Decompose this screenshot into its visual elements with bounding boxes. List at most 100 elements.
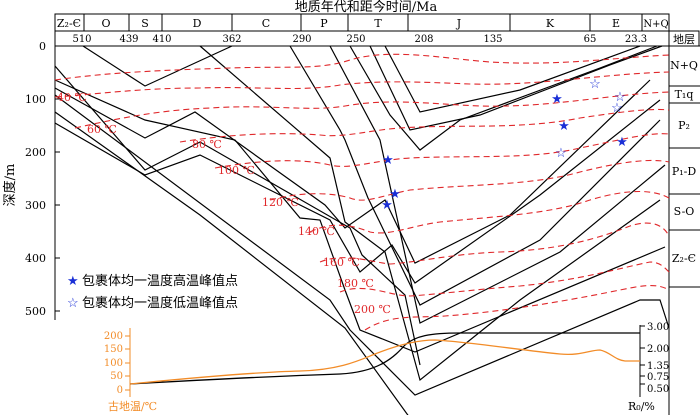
legend-high-label: 包裹体均一温度高温峰值点 xyxy=(82,273,238,289)
age-label: 510 xyxy=(72,34,91,45)
depth-tick: 0 xyxy=(39,40,46,53)
isotherm-label: 200 ℃ xyxy=(354,303,391,316)
isotherm-line xyxy=(364,284,670,331)
thermal-maturity-panel: 200 150 100 50 0 3.00 2.00 1.35 0.75 0.5… xyxy=(104,322,669,413)
isotherm-label: 140 ℃ xyxy=(298,225,335,238)
burial-curve xyxy=(54,65,421,366)
burial-curve xyxy=(54,99,661,284)
age-label: 135 xyxy=(483,34,502,45)
age-label: 362 xyxy=(222,34,241,45)
legend: ★ 包裹体均一温度高温峰值点 ☆ 包裹体均一温度低温峰值点 xyxy=(67,273,238,311)
temp-tick: 0 xyxy=(117,385,123,396)
isotherm-label: 60 ℃ xyxy=(87,123,117,136)
isotherm-line xyxy=(54,53,670,81)
age-label: 65 xyxy=(584,34,597,45)
high-temp-star: ★ xyxy=(551,92,563,107)
depth-tick: 100 xyxy=(25,93,46,106)
high-temp-star: ★ xyxy=(381,198,393,213)
period-label: E xyxy=(612,17,620,30)
period-label: P xyxy=(320,17,328,30)
period-label: C xyxy=(262,17,270,30)
burial-curve xyxy=(54,79,666,353)
y-axis-label: 深度/m xyxy=(2,164,18,207)
isotherm-label: 40 ℃ xyxy=(57,91,87,104)
strata-label: P₂ xyxy=(678,119,690,132)
age-label: 439 xyxy=(119,34,138,45)
isotherms xyxy=(54,53,670,331)
period-label: Z₂-Є xyxy=(57,17,81,30)
burial-curve xyxy=(54,94,670,396)
isotherm-labels: 40 ℃ 60 ℃ 80 ℃ 100 ℃ 120 ℃ 140 ℃ 160 ℃ 1… xyxy=(57,91,391,316)
isotherm-line xyxy=(214,133,670,169)
depth-tick: 400 xyxy=(25,252,46,265)
temp-tick: 100 xyxy=(104,358,123,369)
high-temp-star: ★ xyxy=(389,187,401,202)
age-label: 410 xyxy=(152,34,171,45)
temp-tick: 50 xyxy=(110,371,123,382)
age-label: 250 xyxy=(346,34,365,45)
temp-tick: 200 xyxy=(104,331,123,342)
isotherm-line xyxy=(319,222,670,265)
age-label: 290 xyxy=(292,34,311,45)
legend-high-icon: ★ xyxy=(67,274,79,289)
strata-label: Z₂-Є xyxy=(672,252,696,265)
isotherm-label: 180 ℃ xyxy=(337,277,374,290)
period-label: K xyxy=(546,17,555,30)
low-temp-star: ☆ xyxy=(611,101,623,116)
low-temp-star: ☆ xyxy=(589,77,601,92)
period-label: T xyxy=(374,17,382,30)
high-temp-star: ★ xyxy=(616,135,628,150)
ro-tick: 0.50 xyxy=(647,384,669,395)
timescale-header: 地质年代和距今时间/Ma Z₂-Є O S D C P T J K E N+Q … xyxy=(54,0,670,47)
inclusion-markers: ★ ★ ★ ★ ★ ★ ☆ ☆ ☆ ☆ xyxy=(381,77,628,213)
figure-title: 地质年代和距今时间/Ma xyxy=(295,0,438,15)
isotherm-line xyxy=(54,71,670,98)
isotherm-label: 100 ℃ xyxy=(218,164,255,177)
low-temp-star: ☆ xyxy=(614,90,626,105)
isotherm-line xyxy=(74,91,670,129)
period-label: S xyxy=(141,17,149,30)
strata-label: S-O xyxy=(674,205,695,218)
depth-tick: 200 xyxy=(25,146,46,159)
ro-curve xyxy=(129,332,640,385)
burial-curve xyxy=(54,111,409,415)
burial-curve xyxy=(82,45,233,87)
period-label: N+Q xyxy=(643,19,668,30)
high-temp-star: ★ xyxy=(558,119,570,134)
ro-tick: 3.00 xyxy=(647,322,669,333)
isotherm-label: 80 ℃ xyxy=(192,138,222,151)
strata-label: N+Q xyxy=(670,59,698,72)
strata-header: 地层 xyxy=(673,33,695,46)
low-temp-star: ☆ xyxy=(555,146,567,161)
legend-low-icon: ☆ xyxy=(67,296,79,311)
burial-curve xyxy=(329,45,666,324)
high-temp-star: ★ xyxy=(382,153,394,168)
period-label: O xyxy=(101,17,110,30)
burial-curve xyxy=(384,45,641,113)
ro-tick: 0.75 xyxy=(647,372,669,383)
depth-tick: 500 xyxy=(25,305,46,318)
depth-axis: 0 100 200 300 400 500 深度/m xyxy=(2,40,60,320)
age-label: 23.3 xyxy=(625,34,647,45)
strata-column: 地层 N+Q T₁q P₂ P₁-D S-O Z₂-Є xyxy=(668,30,700,415)
burial-curve xyxy=(349,45,658,151)
isotherm-label: 160 ℃ xyxy=(323,256,360,269)
temp-axis-label: 古地温/℃ xyxy=(108,400,157,413)
depth-tick: 300 xyxy=(25,199,46,212)
temp-tick: 150 xyxy=(104,344,123,355)
period-label: J xyxy=(456,17,461,30)
legend-low-label: 包裹体均一温度低温峰值点 xyxy=(82,295,238,311)
isotherm-label: 120 ℃ xyxy=(262,196,299,209)
isotherm-line xyxy=(309,190,670,234)
strata-label: P₁-D xyxy=(672,165,697,178)
ro-tick: 1.35 xyxy=(647,361,669,372)
burial-curve xyxy=(289,45,661,306)
ro-axis-label: R₀/% xyxy=(628,400,655,413)
period-label: D xyxy=(193,17,202,30)
isotherm-line xyxy=(339,261,670,297)
burial-curve xyxy=(199,45,661,382)
age-label: 208 xyxy=(414,34,433,45)
ro-tick: 2.00 xyxy=(647,344,669,355)
strata-label: T₁q xyxy=(675,88,694,101)
